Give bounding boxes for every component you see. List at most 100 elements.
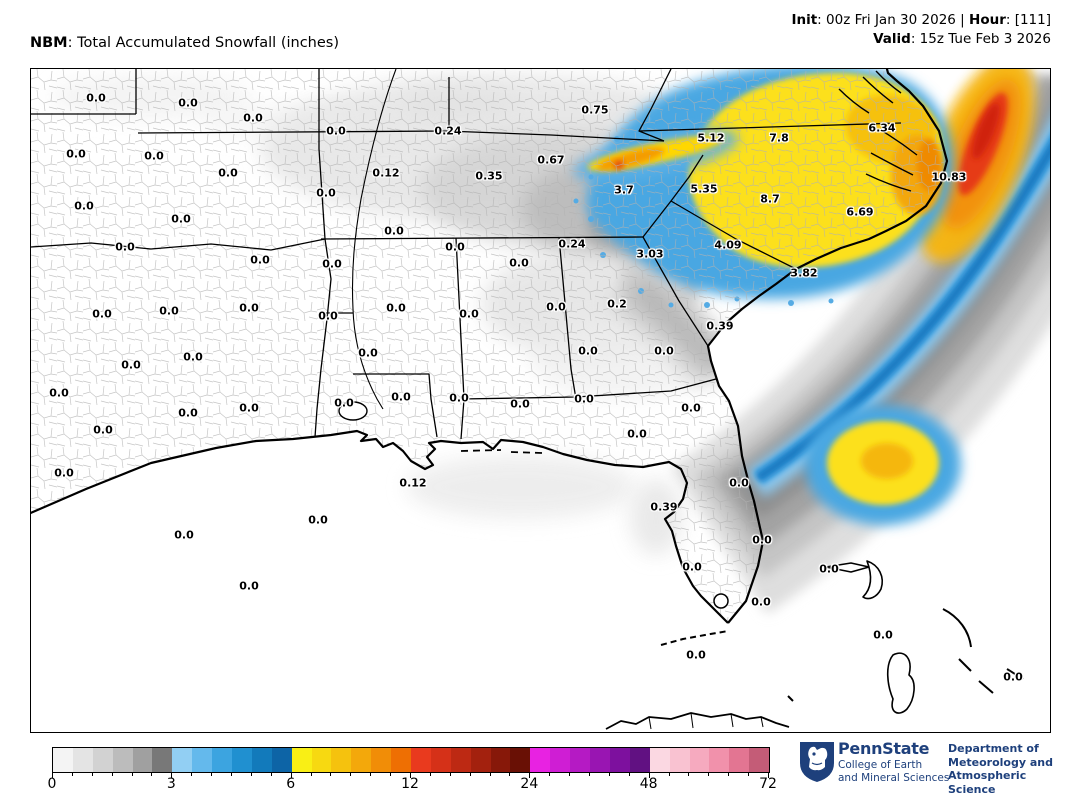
snowfall-value-label: 4.09	[714, 238, 742, 252]
colorbar-tick	[628, 772, 630, 776]
state-borders	[31, 69, 902, 440]
snowfall-value-label: 0.12	[372, 166, 400, 180]
colorbar-tick	[91, 772, 93, 776]
florida-keys	[660, 630, 729, 646]
colorbar-tick	[748, 772, 750, 776]
snowfall-value-label: 3.03	[636, 247, 664, 261]
snowfall-value-label: 0.0	[308, 513, 328, 527]
colorbar-tick	[71, 772, 73, 776]
colorbar-segment	[609, 748, 630, 772]
snowfall-value-label: 0.0	[86, 91, 106, 105]
snowfall-value-label: 0.0	[171, 212, 191, 226]
colorbar-segment	[351, 748, 372, 772]
colorbar-tick	[52, 772, 53, 778]
colorbar-segment	[331, 748, 352, 772]
colorbar-tick	[688, 772, 690, 776]
snowfall-value-label: 0.0	[316, 186, 336, 200]
map-title: NBM: Total Accumulated Snowfall (inches)	[30, 35, 339, 51]
colorbar-segment	[689, 748, 710, 772]
mississippi-river	[351, 69, 397, 410]
lake-pontchartrain	[338, 401, 368, 421]
snowfall-value-label: 5.35	[690, 182, 718, 196]
map-graphic	[31, 69, 1050, 732]
colorbar-tick	[191, 772, 193, 776]
colorbar-segment	[570, 748, 591, 772]
snowfall-value-label: 6.69	[846, 205, 874, 219]
colorbar-segment	[232, 748, 252, 772]
colorbar-tick	[290, 772, 292, 778]
snowfall-value-label: 0.0	[386, 301, 406, 315]
snowfall-value-label: 0.39	[650, 500, 678, 514]
colorbar-tick	[350, 772, 352, 776]
snowfall-value-label: 0.12	[399, 476, 427, 490]
snowfall-value-label: 10.83	[931, 170, 967, 184]
colorbar-tick	[330, 772, 332, 776]
snowfall-value-label: 0.0	[681, 401, 701, 415]
colorbar-segment	[669, 748, 690, 772]
colorbar-tick	[489, 772, 491, 776]
colorbar-tick	[728, 772, 730, 776]
snowfall-value-label: 0.0	[239, 579, 259, 593]
snowfall-value-label: 0.0	[819, 562, 839, 576]
colorbar-tick	[648, 772, 650, 778]
colorbar-tick-label: 24	[520, 776, 539, 792]
snowfall-value-label: 0.0	[384, 224, 404, 238]
snowfall-value-label: 0.0	[250, 253, 270, 267]
colorbar-segment	[590, 748, 610, 772]
snowfall-value-label: 0.0	[729, 476, 749, 490]
snowfall-value-label: 0.0	[49, 386, 69, 400]
colorbar-segment	[172, 748, 193, 772]
colorbar-segment	[550, 748, 571, 772]
init-line: Init: 00z Fri Jan 30 2026 | Hour: [111]	[791, 12, 1051, 28]
colorbar-tick-label: 12	[401, 776, 419, 792]
snowfall-value-label: 0.0	[682, 560, 702, 574]
colorbar-tick	[768, 772, 769, 778]
snowfall-value-label: 0.0	[239, 301, 259, 315]
colorbar-segment	[192, 748, 213, 772]
snowfall-value-label: 8.7	[760, 192, 780, 206]
pennstate-shield-icon	[800, 742, 834, 782]
colorbar-tick	[310, 772, 312, 776]
colorbar-ticks	[52, 772, 769, 780]
colorbar-tick	[549, 772, 551, 776]
snowfall-value-label: 0.0	[243, 111, 263, 125]
colorbar-tick	[211, 772, 213, 776]
colorbar-tick	[608, 772, 610, 776]
colorbar-segment	[530, 748, 551, 772]
snowfall-value-label: 0.0	[322, 257, 342, 271]
colorbar-segment	[649, 748, 670, 772]
snowfall-value-label: 5.12	[697, 131, 725, 145]
colorbar-segment	[311, 748, 332, 772]
colorbar-segment	[411, 748, 431, 772]
snowfall-value-label: 0.0	[74, 199, 94, 213]
county-lines-texture	[31, 69, 1050, 732]
snowfall-value-label: 0.0	[873, 628, 893, 642]
lake-okeechobee	[713, 593, 729, 609]
colorbar-tick	[668, 772, 670, 776]
colorbar-segment	[709, 748, 730, 772]
colorbar-segment	[53, 748, 73, 772]
snowfall-value-label: 0.0	[445, 240, 465, 254]
snowfall-value-label: 0.35	[475, 169, 503, 183]
snowfall-value-label: 0.0	[159, 304, 179, 318]
colorbar-tick	[410, 772, 411, 778]
coastlines	[31, 69, 1024, 730]
colorbar-tick	[231, 772, 232, 776]
snowfall-value-label: 0.0	[1003, 670, 1023, 684]
department-name: Department of Meteorology and Atmospheri…	[948, 742, 1053, 796]
model-name: NBM	[30, 35, 68, 51]
snowfall-value-label: 0.0	[510, 397, 530, 411]
colorbar-tick-label: 48	[639, 776, 658, 792]
college-name: College of Earth and Mineral Sciences	[838, 759, 950, 784]
colorbar-segment	[749, 748, 770, 772]
colorbar-segment	[729, 748, 750, 772]
snowfall-value-label: 0.75	[581, 103, 609, 117]
snowfall-value-layer: 0.0 0.0 0.0 0.0 0.24 0.75 5.12 7.8 6.34 0.0 0.0 0.0…	[31, 69, 1050, 732]
snowfall-value-label: 0.24	[558, 237, 586, 251]
colorbar-tick	[270, 772, 272, 776]
colorbar-tick-label: 6	[286, 776, 296, 792]
colorbar-segment	[510, 748, 531, 772]
colorbar-tick	[171, 772, 173, 778]
snowfall-value-label: 0.0	[66, 147, 86, 161]
